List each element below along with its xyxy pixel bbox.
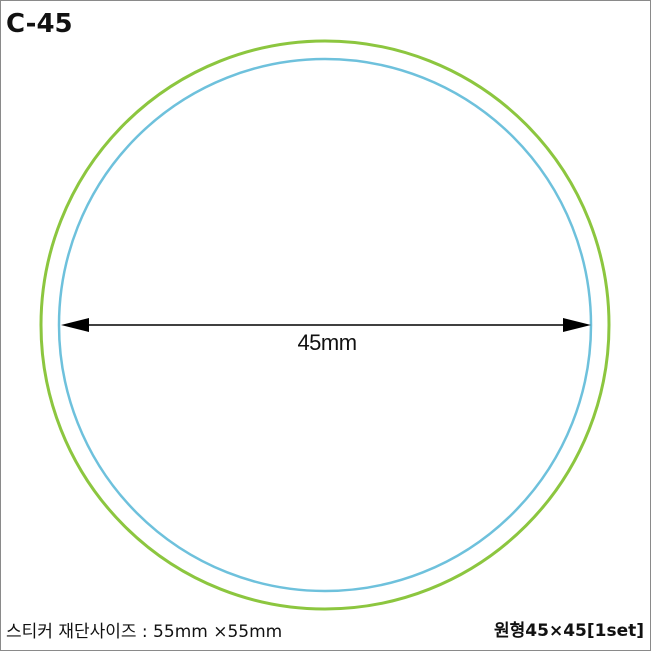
dimension-label: 45mm [297,330,356,355]
right-arrowhead [563,318,591,332]
cut-size-label: 스티커 재단사이즈 : 55mm ×55mm [6,622,283,642]
page-title: C-45 [6,9,73,39]
shape-label: 원형45×45[1set] [494,621,644,641]
left-arrowhead [61,318,89,332]
cut-line-circle [39,39,611,611]
